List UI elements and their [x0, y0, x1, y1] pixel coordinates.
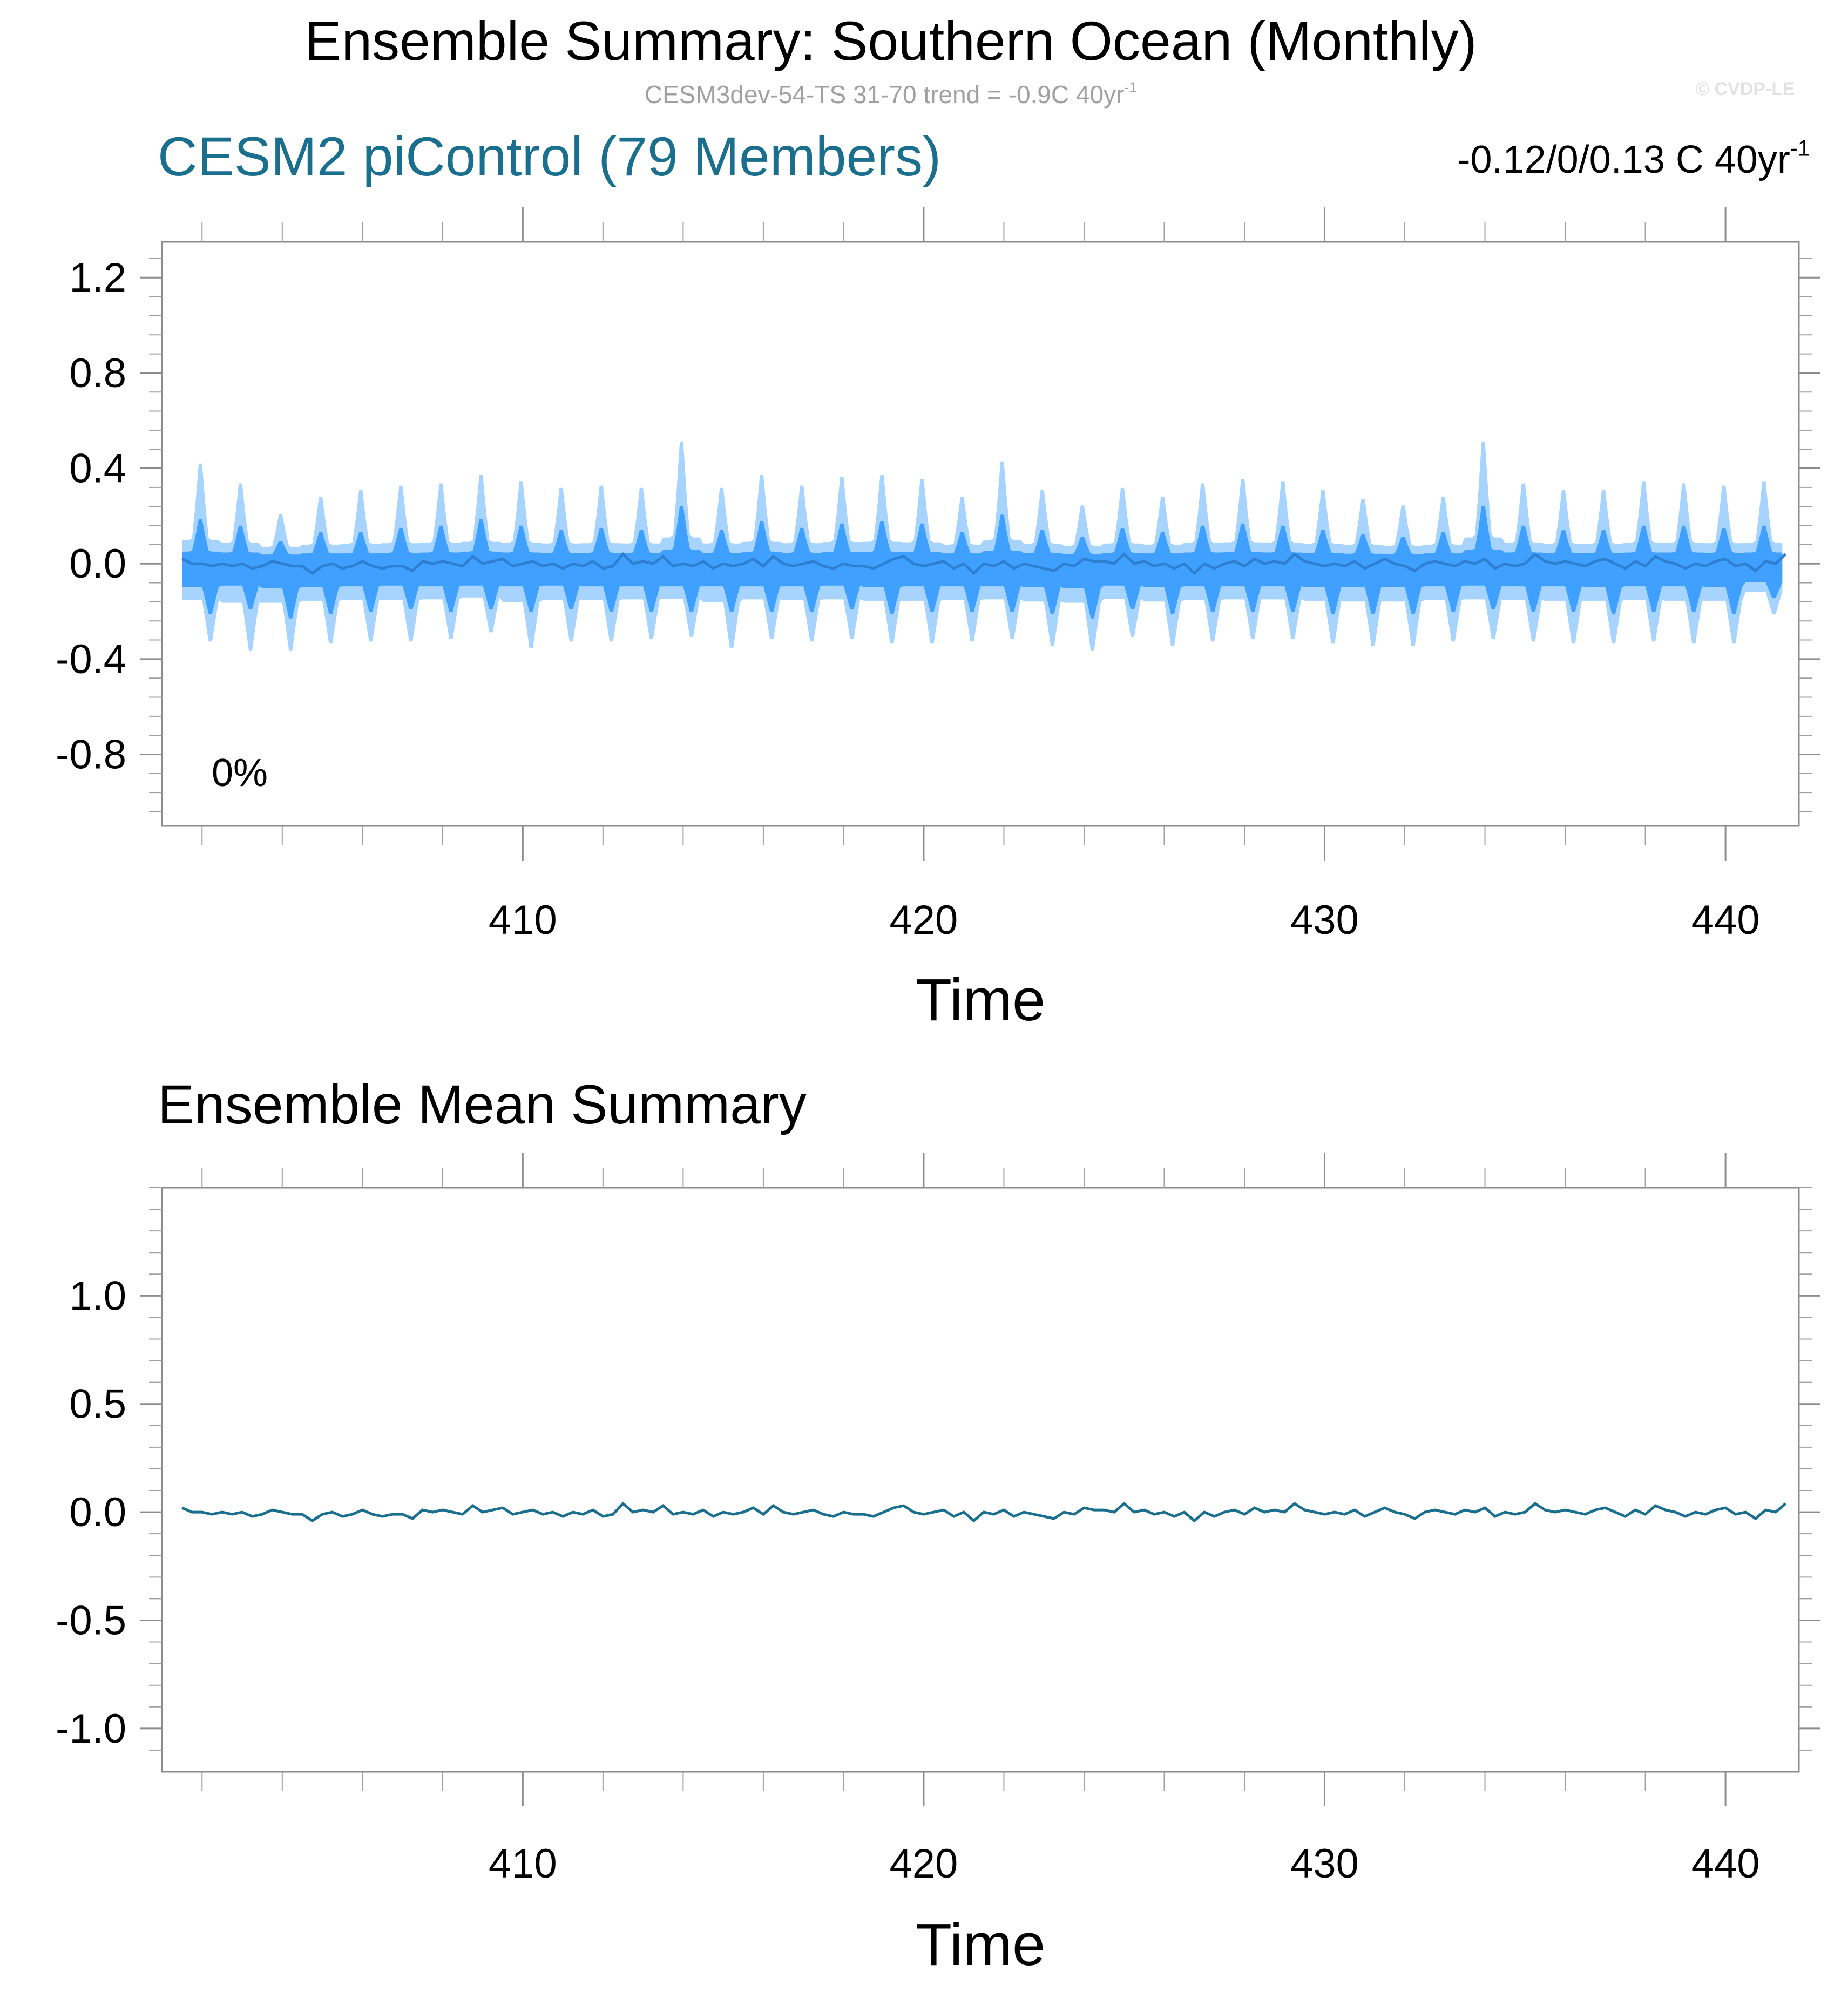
x-tick-label: 420 [890, 1841, 958, 1887]
x-tick-label: 410 [489, 1841, 557, 1887]
subtitle-text: CESM3dev-54-TS 31-70 trend = -0.9C 40yr [644, 80, 1125, 109]
x-tick-label: 420 [890, 897, 958, 943]
x-tick-label: 430 [1290, 1841, 1359, 1887]
y-tick-label: 0.0 [69, 1489, 126, 1535]
y-tick-label: -0.8 [56, 732, 126, 778]
y-tick-label: 0.8 [69, 350, 126, 396]
y-tick-label: -1.0 [56, 1706, 126, 1752]
plot-frame [161, 1187, 1800, 1773]
ensemble-mean-series-line [181, 1501, 1787, 1523]
watermark-logo: © CVDP-LE [1696, 79, 1795, 99]
y-tick-label: 0.4 [69, 446, 126, 492]
x-tick-label: 430 [1290, 897, 1359, 943]
panel1-plot: 1.2 0.8 0.4 0.0 -0.4 -0.8 410 420 430 440 Time 0% [56, 207, 1820, 1033]
percent-label: 0% [212, 751, 268, 795]
y-tick-label: -0.5 [56, 1597, 126, 1643]
panel2-title: Ensemble Mean Summary [158, 1074, 807, 1135]
subtitle-superscript: -1 [1124, 79, 1138, 96]
chart-subtitle: CESM3dev-54-TS 31-70 trend = -0.9C 40yr-… [0, 80, 1782, 109]
outer-spread-band [182, 441, 1783, 651]
x-tick-label: 440 [1691, 1841, 1760, 1887]
y-tick-label: 1.2 [69, 255, 126, 301]
panel2-plot: 1.0 0.5 0.0 -0.5 -1.0 410 420 430 440 Time [56, 1153, 1820, 1978]
panel1-trend-text: -0.12/0/0.13 C 40yr [1457, 138, 1790, 181]
inner-spread-band [182, 506, 1783, 619]
y-tick-label: 1.0 [69, 1273, 126, 1319]
x-tick-label: 410 [489, 897, 557, 943]
y-tick-label: 0.5 [69, 1381, 126, 1427]
x-axis-label: Time [916, 967, 1045, 1033]
chart-title: Ensemble Summary: Southern Ocean (Monthl… [304, 10, 1477, 72]
ensemble-mean-line [181, 552, 1787, 575]
plot-frame [161, 241, 1800, 827]
panel1-title: CESM2 piControl (79 Members) [158, 126, 942, 187]
y-tick-label: -0.4 [56, 636, 126, 682]
x-tick-label: 440 [1691, 897, 1760, 943]
panel1-trend-label: -0.12/0/0.13 C 40yr-1 [1457, 135, 1810, 182]
x-axis-label: Time [916, 1912, 1045, 1978]
panel1-trend-superscript: -1 [1790, 135, 1810, 161]
y-tick-label: 0.0 [69, 541, 126, 587]
